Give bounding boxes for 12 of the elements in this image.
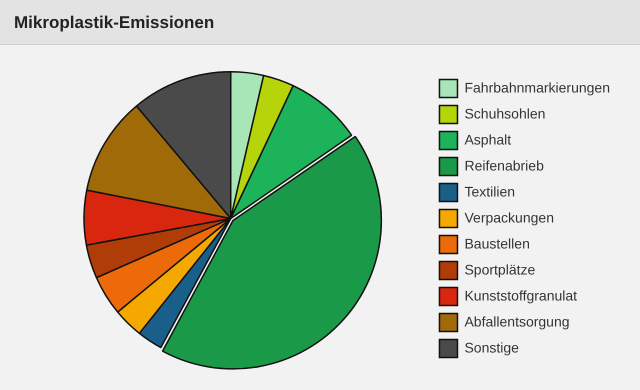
legend-label: Abfallentsorgung [464, 313, 570, 330]
legend-label: Baustellen [464, 235, 530, 252]
legend-label: Fahrbahnmarkierungen [464, 79, 610, 96]
legend-label: Sonstige [464, 339, 520, 356]
legend-label: Reifenabrieb [464, 157, 544, 174]
legend-label: Textilien [464, 183, 516, 200]
legend-label: Sportplätze [464, 261, 536, 278]
legend-label: Verpackungen [464, 209, 554, 226]
legend-label: Kunststoffgranulat [464, 287, 578, 304]
legend-label: Schuhsohlen [464, 105, 546, 122]
legend-label: Asphalt [464, 131, 512, 148]
chart-title: Mikroplastik-Emissionen [0, 0, 640, 45]
